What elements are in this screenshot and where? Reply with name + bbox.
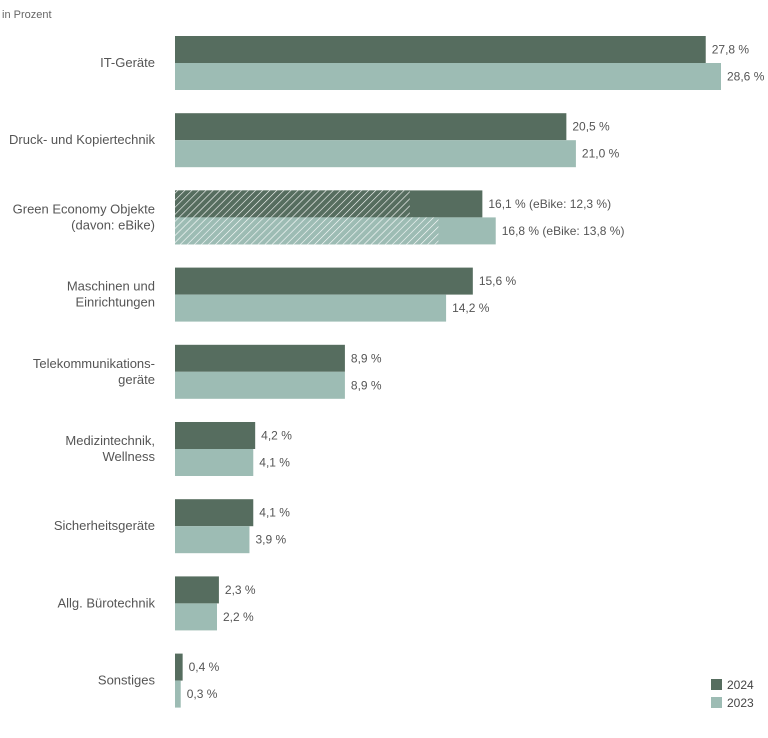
bar-2024 [175,653,183,681]
bar-2024 [175,267,473,295]
category-label: Druck- und Kopiertechnik [9,132,155,147]
value-label: 4,1 % [259,506,290,520]
legend-label: 2024 [727,678,754,692]
category-label-line: Einrichtungen [76,295,156,310]
value-label: 2,3 % [225,583,256,597]
value-label: 20,5 % [572,120,610,134]
ebike-subbar-2023 [175,217,439,245]
bar-2023 [175,371,345,399]
value-label: 14,2 % [452,301,490,315]
value-label: 4,1 % [259,456,290,470]
bar-2024 [175,36,706,63]
bar-2024 [175,113,567,141]
category-label-line: Wellness [102,449,155,464]
bar-2023 [175,294,447,322]
category-label-line: (davon: eBike) [71,217,155,232]
bar-2023 [175,63,721,90]
category-label: Green Economy Objekte (davon: eBike) [13,201,155,232]
category-label: IT-Geräte [100,55,155,70]
value-label: 28,6 % [727,70,765,84]
value-label: 21,0 % [582,147,620,161]
category-label-line: Druck- und Kopiertechnik [9,132,155,147]
value-label: 15,6 % [479,274,517,288]
bar-2023 [175,603,217,631]
category-label: Maschinen und Einrichtungen [67,279,155,310]
value-label: 3,9 % [255,533,286,547]
bar-2023 [175,526,250,554]
bar-2024 [175,576,219,604]
value-label: 4,2 % [261,429,292,443]
value-label: 27,8 % [712,43,750,57]
legend-swatch-2023 [711,697,722,708]
value-label: 8,9 % [351,378,382,392]
category-label-line: geräte [118,372,155,387]
category-label-line: Sonstiges [98,673,156,688]
legend-label: 2023 [727,696,754,710]
category-label-line: Sicherheitsgeräte [54,518,155,533]
bar-2023 [175,449,254,476]
category-label-line: Green Economy Objekte [13,201,155,216]
category-label: Sonstiges [98,673,156,688]
ebike-subbar-2024 [175,190,410,218]
bar-2024 [175,499,254,527]
category-label: Medizintechnik, Wellness [65,433,155,464]
category-label: Sicherheitsgeräte [54,518,155,533]
bar-2023 [175,140,576,168]
bar-2024 [175,344,345,372]
category-label-line: Maschinen und [67,279,155,294]
category-label-line: Medizintechnik, [65,433,155,448]
category-label: Telekommunikations-geräte [33,356,155,387]
value-label: 16,1 % (eBike: 12,3 %) [488,197,611,211]
category-label: Allg. Bürotechnik [57,595,155,610]
value-label: 0,4 % [189,660,220,674]
value-label: 16,8 % (eBike: 13,8 %) [502,224,625,238]
value-label: 0,3 % [187,687,218,701]
category-label-line: Allg. Bürotechnik [57,595,155,610]
unit-label: in Prozent [2,9,52,21]
bar-2024 [175,422,256,449]
category-label-line: IT-Geräte [100,55,155,70]
value-label: 8,9 % [351,351,382,365]
category-label-line: Telekommunikations- [33,356,155,371]
value-label: 2,2 % [223,610,254,624]
bar-2023 [175,680,181,708]
legend-swatch-2024 [711,679,722,690]
